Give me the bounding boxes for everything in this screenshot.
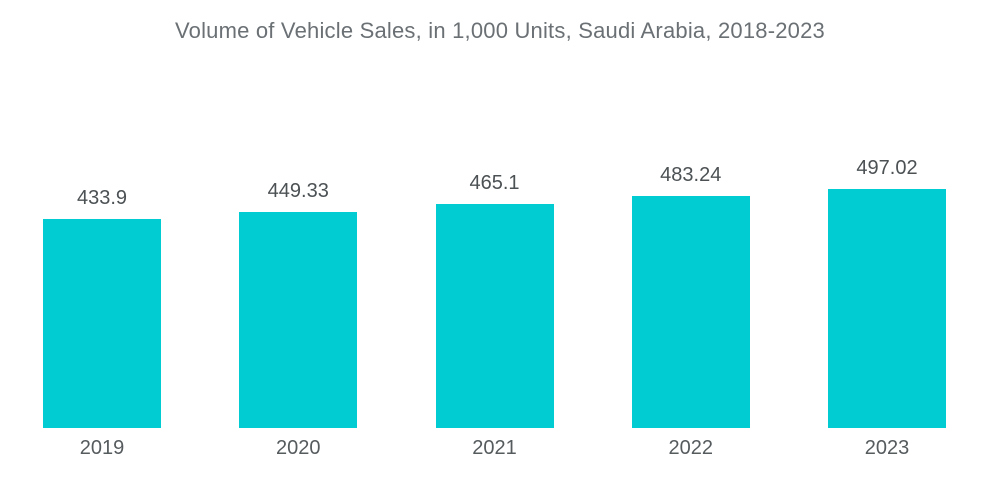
- bar-year-label: 2021: [472, 437, 517, 459]
- bar: [631, 196, 750, 428]
- chart-title: Volume of Vehicle Sales, in 1,000 Units,…: [174, 18, 825, 43]
- bar-value-label: 433.9: [76, 187, 128, 209]
- bar-value-label: 497.02: [856, 157, 918, 179]
- bar-column: 449.33 2020: [239, 180, 358, 459]
- bar: [239, 212, 358, 428]
- bar-year-label: 2023: [864, 437, 910, 459]
- bars-row: 433.9 2019 449.33 2020 465.1 2021 483.24…: [0, 157, 1000, 459]
- bar-column: 483.24 2022: [631, 164, 750, 459]
- bar-year-label: 2020: [276, 437, 321, 459]
- bar-column: 497.02 2023: [828, 157, 946, 459]
- bar: [435, 204, 554, 428]
- bar: [43, 219, 161, 428]
- bar-year-label: 2022: [668, 437, 714, 459]
- bar-value-label: 483.24: [660, 164, 722, 186]
- bar-year-label: 2019: [79, 437, 125, 459]
- bar: [828, 189, 946, 428]
- bar-value-label: 465.1: [469, 172, 520, 194]
- bar-column: 465.1 2021: [435, 172, 554, 459]
- bar-value-label: 449.33: [267, 180, 329, 202]
- bar-column: 433.9 2019: [43, 187, 161, 459]
